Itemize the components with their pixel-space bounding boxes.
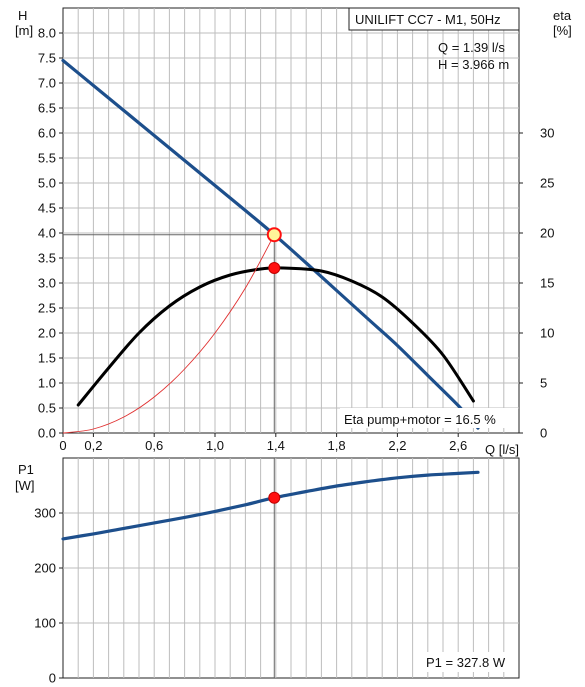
power-plot-curves bbox=[61, 458, 480, 678]
y-tick-label: 2.5 bbox=[38, 301, 56, 316]
power-point-marker bbox=[268, 491, 281, 504]
y-tick-label: 3.5 bbox=[38, 251, 56, 266]
y2-tick-label: 25 bbox=[540, 176, 554, 191]
y-tick-label: 0.0 bbox=[38, 426, 56, 441]
p1-value-box bbox=[422, 652, 518, 672]
power-axis-ticks: 0 100 200 300 bbox=[34, 506, 63, 686]
x-tick-label: 0 bbox=[59, 438, 66, 453]
y-tick-label: 3.0 bbox=[38, 276, 56, 291]
y2-tick-label: 15 bbox=[540, 276, 554, 291]
system-curve bbox=[62, 234, 275, 434]
y-tick-label: 6.0 bbox=[38, 126, 56, 141]
p1-tick-label: 0 bbox=[49, 671, 56, 686]
x-tick-label: 1,8 bbox=[328, 438, 346, 453]
efficiency-point-marker bbox=[268, 262, 281, 274]
power-plot-grid bbox=[63, 458, 519, 678]
x-tick-label: 0,2 bbox=[84, 438, 102, 453]
head-axis-ticks: 0.0 0.5 1.0 1.5 2.0 2.5 3.0 3.5 4.0 4.5 5.0 5.5 6.0 6… bbox=[38, 26, 555, 454]
head-plot-grid bbox=[63, 8, 519, 433]
p1-tick-label: 200 bbox=[34, 561, 56, 576]
title-box bbox=[348, 7, 520, 31]
p1-axis-unit: [W] bbox=[15, 478, 35, 493]
y-tick-label: 8.0 bbox=[38, 26, 56, 41]
eta-axis-unit: [%] bbox=[553, 23, 572, 38]
head-plot-curves bbox=[61, 58, 480, 434]
y-tick-label: 4.0 bbox=[38, 226, 56, 241]
y-tick-label: 7.0 bbox=[38, 76, 56, 91]
chart-title: UNILIFT CC7 - M1, 50Hz bbox=[355, 12, 501, 27]
p1-tick-label: 100 bbox=[34, 616, 56, 631]
eta-axis-name: eta bbox=[553, 8, 572, 23]
y-tick-label: 7.5 bbox=[38, 51, 56, 66]
y2-tick-label: 5 bbox=[540, 376, 547, 391]
y-tick-label: 0.5 bbox=[38, 401, 56, 416]
x-tick-label: 0,6 bbox=[145, 438, 163, 453]
x-tick-label: 2,2 bbox=[388, 438, 406, 453]
x-tick-label: 1,4 bbox=[267, 438, 285, 453]
q-axis-label: Q [l/s] bbox=[485, 442, 519, 457]
eta-value: Eta pump+motor = 16.5 % bbox=[344, 412, 496, 427]
y-tick-label: 4.5 bbox=[38, 201, 56, 216]
y-tick-label: 1.0 bbox=[38, 376, 56, 391]
h-axis-name: H bbox=[18, 8, 27, 23]
y-tick-label: 2.0 bbox=[38, 326, 56, 341]
x-tick-label: 1,0 bbox=[206, 438, 224, 453]
p1-axis-name: P1 bbox=[18, 462, 34, 477]
y2-tick-label: 10 bbox=[540, 326, 554, 341]
y-tick-label: 5.0 bbox=[38, 176, 56, 191]
y2-tick-label: 20 bbox=[540, 226, 554, 241]
duty-point-marker bbox=[266, 227, 282, 243]
y2-tick-label: 30 bbox=[540, 126, 554, 141]
y2-tick-label: 0 bbox=[540, 426, 547, 441]
y-tick-label: 1.5 bbox=[38, 351, 56, 366]
q-value: Q = 1.39 l/s bbox=[438, 40, 505, 55]
eta-value-box bbox=[340, 408, 518, 428]
h-value: H = 3.966 m bbox=[438, 57, 509, 72]
p1-value: P1 = 327.8 W bbox=[426, 655, 506, 670]
y-tick-label: 5.5 bbox=[38, 151, 56, 166]
y-tick-label: 6.5 bbox=[38, 101, 56, 116]
p1-tick-label: 300 bbox=[34, 506, 56, 521]
x-tick-label: 2,6 bbox=[449, 438, 467, 453]
h-axis-unit: [m] bbox=[15, 23, 33, 38]
